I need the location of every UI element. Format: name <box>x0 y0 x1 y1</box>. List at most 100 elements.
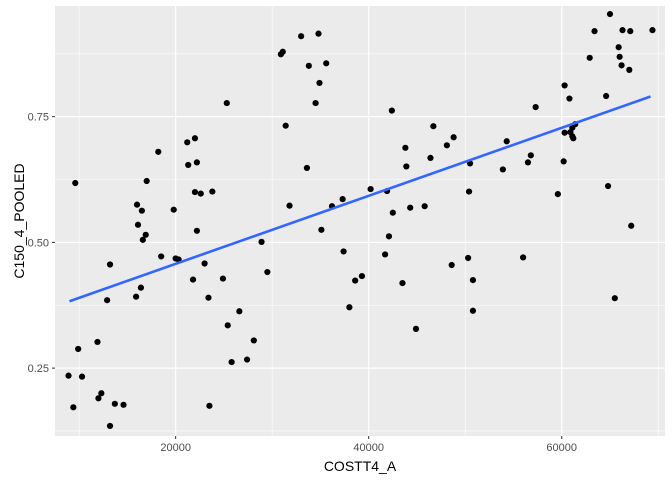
data-point <box>615 44 622 51</box>
data-point <box>561 82 568 89</box>
data-point <box>520 254 527 261</box>
data-point <box>223 99 230 107</box>
data-point <box>628 222 635 229</box>
data-point <box>191 135 199 142</box>
data-point <box>450 134 457 141</box>
y-axis-title: C150_4_POOLED <box>11 163 27 278</box>
data-point <box>243 356 251 363</box>
data-point <box>532 103 539 111</box>
data-point <box>197 190 204 197</box>
data-point <box>412 325 420 332</box>
data-point <box>443 142 450 149</box>
data-point <box>503 138 510 145</box>
data-point <box>193 227 200 234</box>
data-point <box>137 284 145 291</box>
data-point <box>120 401 127 408</box>
data-point <box>65 372 72 379</box>
data-point <box>143 177 150 185</box>
data-point <box>554 190 561 198</box>
data-point <box>298 33 305 40</box>
data-point <box>286 202 293 209</box>
data-point <box>312 99 319 107</box>
data-point <box>250 337 257 344</box>
data-point <box>427 154 434 161</box>
data-point <box>95 395 102 402</box>
data-point <box>72 179 79 187</box>
data-point <box>527 152 534 159</box>
x-tick-label: 20000 <box>160 442 191 454</box>
y-axis: 0.25 0.50 0.75 <box>28 112 55 375</box>
grid-minor <box>55 6 665 436</box>
data-point <box>201 260 208 267</box>
data-point <box>209 188 216 195</box>
grid-major <box>55 6 665 436</box>
data-point <box>315 30 322 37</box>
data-point <box>616 53 623 60</box>
data-point <box>138 207 145 214</box>
data-point <box>75 345 82 353</box>
data-point <box>184 139 191 146</box>
data-point <box>339 196 346 203</box>
data-point <box>381 251 389 258</box>
data-point <box>421 203 428 210</box>
data-point <box>70 404 77 411</box>
data-point <box>469 307 477 314</box>
data-point <box>560 158 567 165</box>
data-point <box>228 358 235 366</box>
data-point <box>649 27 656 34</box>
data-point <box>618 62 625 69</box>
data-point <box>627 28 634 35</box>
data-point <box>448 261 455 269</box>
data-point <box>465 254 472 262</box>
data-point <box>193 159 200 166</box>
x-axis-title: COSTT4_A <box>324 458 397 474</box>
data-point <box>191 188 199 196</box>
data-point <box>586 54 593 61</box>
data-point <box>170 206 177 213</box>
data-point <box>104 297 111 304</box>
data-point <box>323 60 330 67</box>
data-point <box>134 221 142 228</box>
data-point <box>388 107 395 114</box>
data-point <box>524 159 532 166</box>
data-point <box>94 338 101 346</box>
data-point <box>224 322 231 329</box>
data-point <box>316 79 323 87</box>
data-point <box>142 231 149 238</box>
data-point <box>626 66 633 73</box>
fit-line-group <box>69 95 651 303</box>
data-point <box>78 373 86 380</box>
data-point <box>282 122 289 129</box>
data-point <box>606 10 614 18</box>
y-tick-label: 0.25 <box>28 363 49 375</box>
data-point <box>402 144 409 151</box>
data-point <box>219 275 227 282</box>
data-point <box>570 135 577 142</box>
data-point <box>389 209 396 216</box>
data-point <box>566 95 573 102</box>
data-point <box>305 62 312 69</box>
data-point <box>133 201 141 208</box>
data-point <box>367 185 374 193</box>
data-point <box>111 400 118 407</box>
data-point <box>106 422 114 430</box>
data-point <box>403 163 410 170</box>
data-point <box>189 276 197 283</box>
data-point <box>603 92 610 100</box>
data-point <box>465 188 473 195</box>
data-point <box>561 129 568 136</box>
data-point <box>407 204 414 211</box>
data-point <box>185 161 192 169</box>
data-point <box>303 164 311 172</box>
data-point <box>236 308 243 315</box>
data-point <box>279 48 286 55</box>
data-point <box>611 295 618 302</box>
panel-background <box>55 6 665 436</box>
x-tick-label: 40000 <box>353 442 384 454</box>
data-point <box>591 28 598 35</box>
data-point <box>264 268 271 276</box>
data-point <box>430 123 437 130</box>
data-point <box>132 293 140 300</box>
y-tick-label: 0.75 <box>28 112 49 124</box>
data-points <box>65 10 656 430</box>
